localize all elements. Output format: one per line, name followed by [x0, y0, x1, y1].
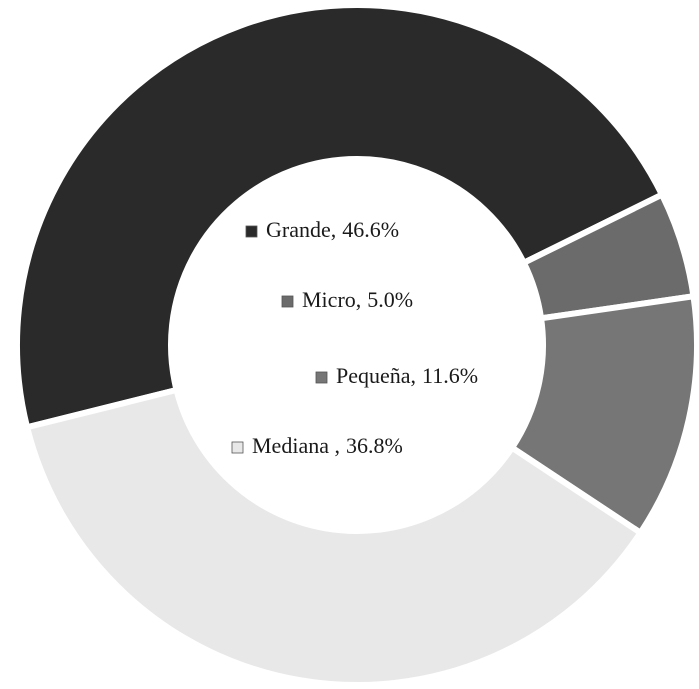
legend-category: Mediana , [252, 433, 340, 458]
legend-entry: Grande, 46.6% [266, 217, 399, 242]
legend-marker [245, 225, 258, 238]
legend-marker [231, 441, 244, 454]
legend-value: 46.6% [342, 217, 399, 242]
legend-category: Grande, [266, 217, 336, 242]
legend-category: Micro, [302, 287, 361, 312]
legend-value: 11.6% [422, 363, 478, 388]
legend-entry: Mediana , 36.8% [252, 433, 403, 458]
donut-segment [14, 2, 666, 431]
donut-segment [507, 292, 699, 537]
legend-value: 36.8% [346, 433, 403, 458]
legend-marker [315, 371, 328, 384]
legend-marker [281, 295, 294, 308]
legend-category: Pequeña, [336, 363, 416, 388]
legend-entry: Micro, 5.0% [302, 287, 413, 312]
legend-value: 5.0% [367, 287, 413, 312]
legend-entry: Pequeña, 11.6% [336, 363, 478, 388]
donut-segment [23, 386, 645, 688]
